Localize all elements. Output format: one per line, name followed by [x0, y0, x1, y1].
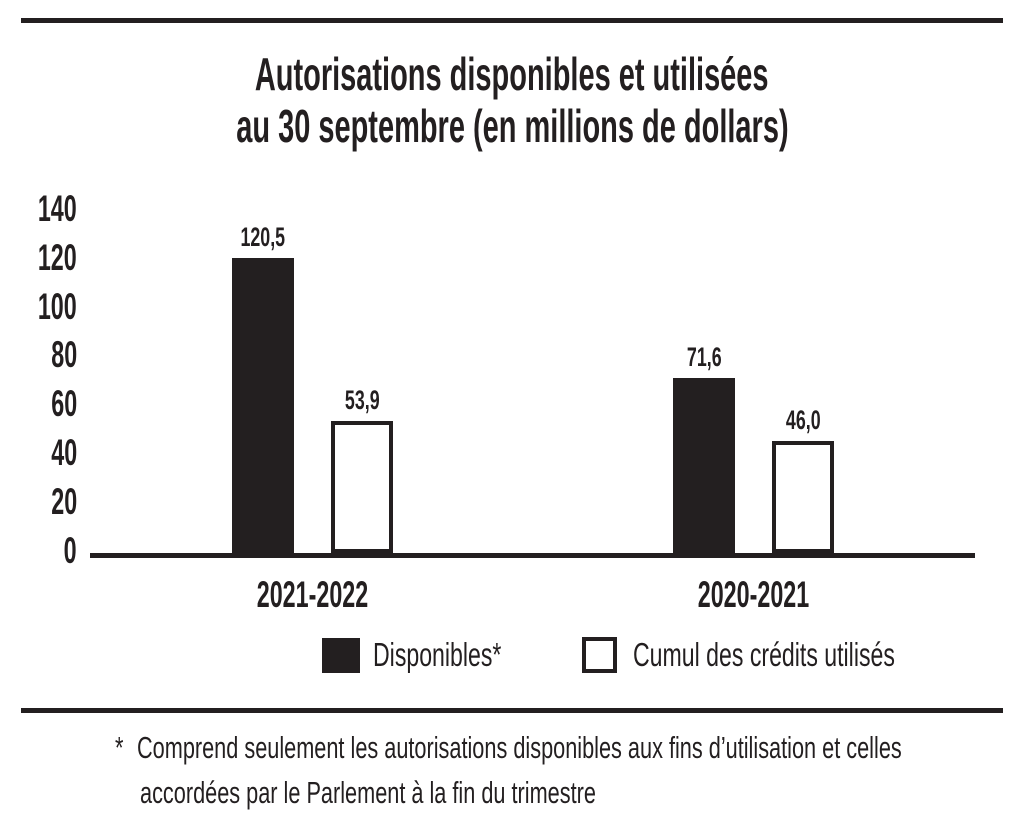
chart-title-line-1: Autorisations disponibles et utilisées	[0, 48, 1024, 100]
y-axis-tick-label-140: 140	[38, 188, 77, 229]
footnote-line-2: accordées par le Parlement à la fin du t…	[140, 773, 791, 813]
y-axis-tick-0: 0	[0, 531, 77, 571]
y-axis-tick-label-40: 40	[51, 432, 77, 473]
y-axis-tick-label-120: 120	[38, 237, 77, 278]
y-axis-tick-140: 140	[0, 189, 77, 229]
y-axis-tick-20: 20	[0, 482, 77, 522]
value-label-text-disponibles-2021-2022: 120,5	[240, 222, 286, 252]
y-axis-tick-120: 120	[0, 238, 77, 278]
value-label-disponibles-2020-2021: 71,6	[644, 342, 764, 372]
y-axis-tick-60: 60	[0, 384, 77, 424]
y-axis-tick-80: 80	[0, 335, 77, 375]
chart-title-text-1: Autorisations disponibles et utilisées	[255, 48, 769, 100]
category-label-2021-2022: 2021-2022	[213, 574, 413, 615]
divider-rule	[21, 708, 1003, 713]
bar-disponibles-2020-2021	[673, 378, 735, 553]
footnote-line-1: * Comprend seulement les autorisations di…	[115, 728, 1024, 768]
y-axis-tick-40: 40	[0, 433, 77, 473]
legend-swatch-disponibles	[322, 638, 360, 673]
bar-disponibles-2021-2022	[232, 258, 294, 553]
y-axis-tick-label-100: 100	[38, 286, 77, 327]
y-axis-tick-label-80: 80	[51, 334, 77, 375]
category-label-text-2020-2021: 2020-2021	[697, 574, 810, 615]
value-label-disponibles-2021-2022: 120,5	[203, 222, 323, 252]
value-label-text-disponibles-2020-2021: 71,6	[686, 342, 722, 372]
footnote-text-1: Comprend seulement les autorisations dis…	[137, 730, 902, 765]
legend-label-cumul: Cumul des crédits utilisés	[633, 636, 895, 673]
value-label-text-cumul-des-cr-dits-utilis-s-2021-2022: 53,9	[344, 385, 380, 415]
legend-swatch-cumul	[582, 637, 617, 673]
y-axis-tick-label-60: 60	[51, 383, 77, 424]
legend-label-disponibles: Disponibles*	[373, 636, 502, 673]
category-label-text-2021-2022: 2021-2022	[256, 574, 369, 615]
chart-title-line-2: au 30 septembre (en millions de dollars)	[0, 100, 1024, 152]
top-rule	[21, 18, 1003, 23]
category-label-2020-2021: 2020-2021	[654, 574, 854, 615]
value-label-cumul-des-cr-dits-utilis-s-2020-2021: 46,0	[743, 405, 863, 435]
footnote-text-2: accordées par le Parlement à la fin du t…	[140, 775, 596, 810]
plot-area: 0 20 40 60 80 100 120 140 120,5 53,9 2021-2022 71,6…	[0, 189, 975, 615]
bar-cumul-des-cr-dits-utilis-s-2021-2022	[331, 421, 393, 553]
x-axis-line	[90, 553, 975, 558]
y-axis-tick-100: 100	[0, 287, 77, 327]
y-axis-tick-label-20: 20	[51, 481, 77, 522]
value-label-text-cumul-des-cr-dits-utilis-s-2020-2021: 46,0	[785, 405, 821, 435]
chart-title-text-2: au 30 septembre (en millions de dollars)	[235, 100, 789, 152]
footnote-marker: *	[115, 730, 124, 765]
value-label-cumul-des-cr-dits-utilis-s-2021-2022: 53,9	[302, 385, 422, 415]
bar-cumul-des-cr-dits-utilis-s-2020-2021	[772, 441, 834, 553]
y-axis-tick-label-0: 0	[64, 530, 77, 571]
